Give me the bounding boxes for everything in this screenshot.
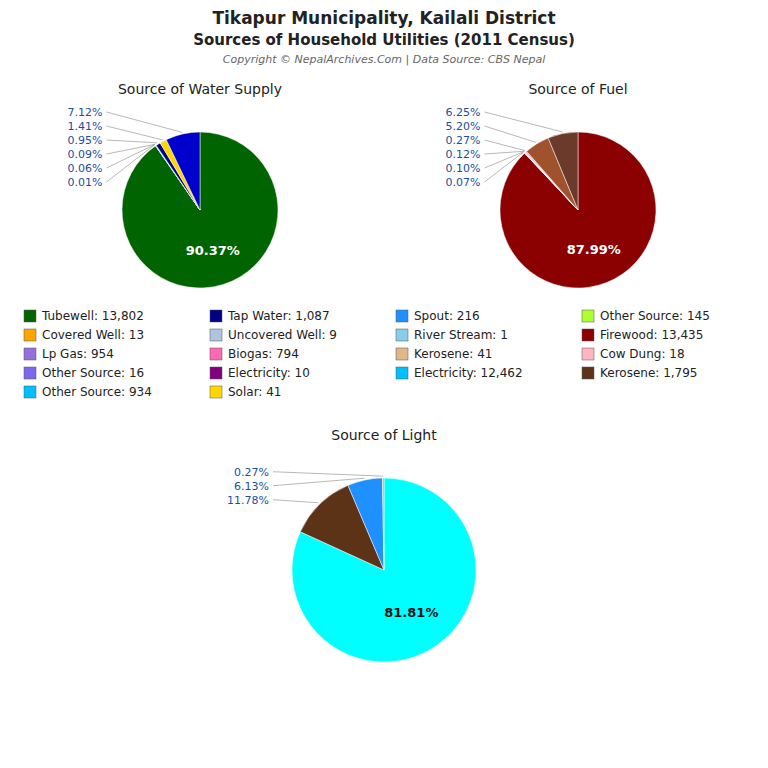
pie-slice bbox=[122, 132, 278, 288]
legend-swatch bbox=[24, 348, 36, 360]
legend-swatch bbox=[210, 367, 222, 379]
legend-swatch bbox=[582, 329, 594, 341]
legend-swatch bbox=[24, 367, 36, 379]
legend-label: Covered Well: 13 bbox=[42, 328, 144, 342]
annotation: Copyright © NepalArchives.Com | Data Sou… bbox=[223, 53, 545, 66]
leader-line bbox=[485, 126, 537, 142]
subtitle: Sources of Household Utilities (2011 Cen… bbox=[193, 31, 575, 49]
legend: Tubewell: 13,802 Tap Water: 1,087 Spout: 2… bbox=[24, 309, 710, 399]
pie-slice bbox=[500, 132, 656, 288]
chart-title: Source of Fuel bbox=[528, 81, 627, 97]
data-label: 0.10% bbox=[446, 162, 481, 175]
legend-label: Tap Water: 1,087 bbox=[227, 309, 330, 323]
legend-swatch bbox=[582, 367, 594, 379]
pie-chart: Source of Water Supply90.37%7.12%1.41%0.… bbox=[68, 81, 282, 288]
legend-label: Cow Dung: 18 bbox=[600, 347, 685, 361]
data-label: 81.81% bbox=[384, 605, 438, 620]
legend-swatch bbox=[396, 310, 408, 322]
legend-swatch bbox=[210, 329, 222, 341]
legend-swatch bbox=[24, 386, 36, 398]
legend-swatch bbox=[210, 310, 222, 322]
legend-label: Solar: 41 bbox=[228, 385, 282, 399]
legend-label: Kerosene: 41 bbox=[414, 347, 492, 361]
legend-label: Electricity: 10 bbox=[228, 366, 310, 380]
leader-line bbox=[485, 152, 524, 182]
background bbox=[0, 0, 768, 768]
data-label: 6.25% bbox=[446, 106, 481, 119]
legend-swatch bbox=[582, 310, 594, 322]
pie-chart: Source of Fuel 87.99% 6.25%5.20%0.27%0.12%… bbox=[446, 81, 656, 288]
data-label: 0.95% bbox=[68, 134, 103, 147]
data-label: 11.78% bbox=[227, 494, 269, 507]
data-label: 6.13% bbox=[234, 480, 269, 493]
legend-label: Firewood: 13,435 bbox=[600, 328, 703, 342]
chart-title: Source of Water Supply bbox=[118, 81, 282, 97]
pie-slice bbox=[166, 132, 200, 210]
pie-slice bbox=[292, 478, 476, 662]
leader-line bbox=[107, 140, 158, 143]
pie-slice bbox=[348, 478, 384, 570]
leader-line bbox=[485, 112, 563, 132]
leader-line bbox=[107, 126, 163, 140]
legend-swatch bbox=[396, 329, 408, 341]
leader-line bbox=[273, 478, 364, 486]
pie-chart: Source of Light 81.81% 0.27%6.13%11.78% bbox=[227, 427, 476, 662]
leader-line bbox=[485, 152, 524, 168]
legend-label: Other Source: 145 bbox=[600, 309, 710, 323]
legend-label: Lp Gas: 954 bbox=[42, 347, 114, 361]
data-label: 1.41% bbox=[68, 120, 103, 133]
legend-label: Tubewell: 13,802 bbox=[41, 309, 144, 323]
legend-swatch bbox=[396, 348, 408, 360]
data-label: 90.37% bbox=[186, 243, 240, 258]
leader-line bbox=[107, 145, 155, 182]
legend-label: Other Source: 934 bbox=[42, 385, 152, 399]
title: Tikapur Municipality, Kailali District bbox=[212, 8, 555, 28]
leader-line bbox=[273, 500, 319, 503]
legend-label: Spout: 216 bbox=[414, 309, 480, 323]
legend-swatch bbox=[24, 329, 36, 341]
leader-line bbox=[107, 144, 156, 154]
leader-line bbox=[273, 472, 383, 476]
legend-label: Biogas: 794 bbox=[228, 347, 299, 361]
data-label: 0.09% bbox=[68, 148, 103, 161]
legend-label: Other Source: 16 bbox=[42, 366, 144, 380]
chart-title: Source of Light bbox=[331, 427, 437, 443]
leader-line bbox=[107, 144, 155, 168]
legend-label: River Stream: 1 bbox=[414, 328, 508, 342]
data-label: 0.27% bbox=[446, 134, 481, 147]
legend-swatch bbox=[210, 386, 222, 398]
data-label: 0.27% bbox=[234, 466, 269, 479]
leader-line bbox=[485, 140, 526, 151]
pie-slice bbox=[382, 478, 384, 570]
data-label: 0.12% bbox=[446, 148, 481, 161]
data-label: 87.99% bbox=[567, 242, 621, 257]
data-label: 0.06% bbox=[68, 162, 103, 175]
legend-label: Kerosene: 1,795 bbox=[600, 366, 698, 380]
data-label: 0.07% bbox=[446, 176, 481, 189]
legend-swatch bbox=[210, 348, 222, 360]
leader-line bbox=[107, 112, 183, 132]
legend-label: Electricity: 12,462 bbox=[414, 366, 523, 380]
legend-swatch bbox=[582, 348, 594, 360]
data-label: 5.20% bbox=[446, 120, 481, 133]
legend-swatch bbox=[24, 310, 36, 322]
legend-swatch bbox=[396, 367, 408, 379]
pie-slice bbox=[548, 132, 578, 210]
data-label: 7.12% bbox=[68, 106, 103, 119]
figure: Tikapur Municipality, Kailali District So… bbox=[0, 0, 768, 768]
data-label: 0.01% bbox=[68, 176, 103, 189]
legend-label: Uncovered Well: 9 bbox=[228, 328, 337, 342]
